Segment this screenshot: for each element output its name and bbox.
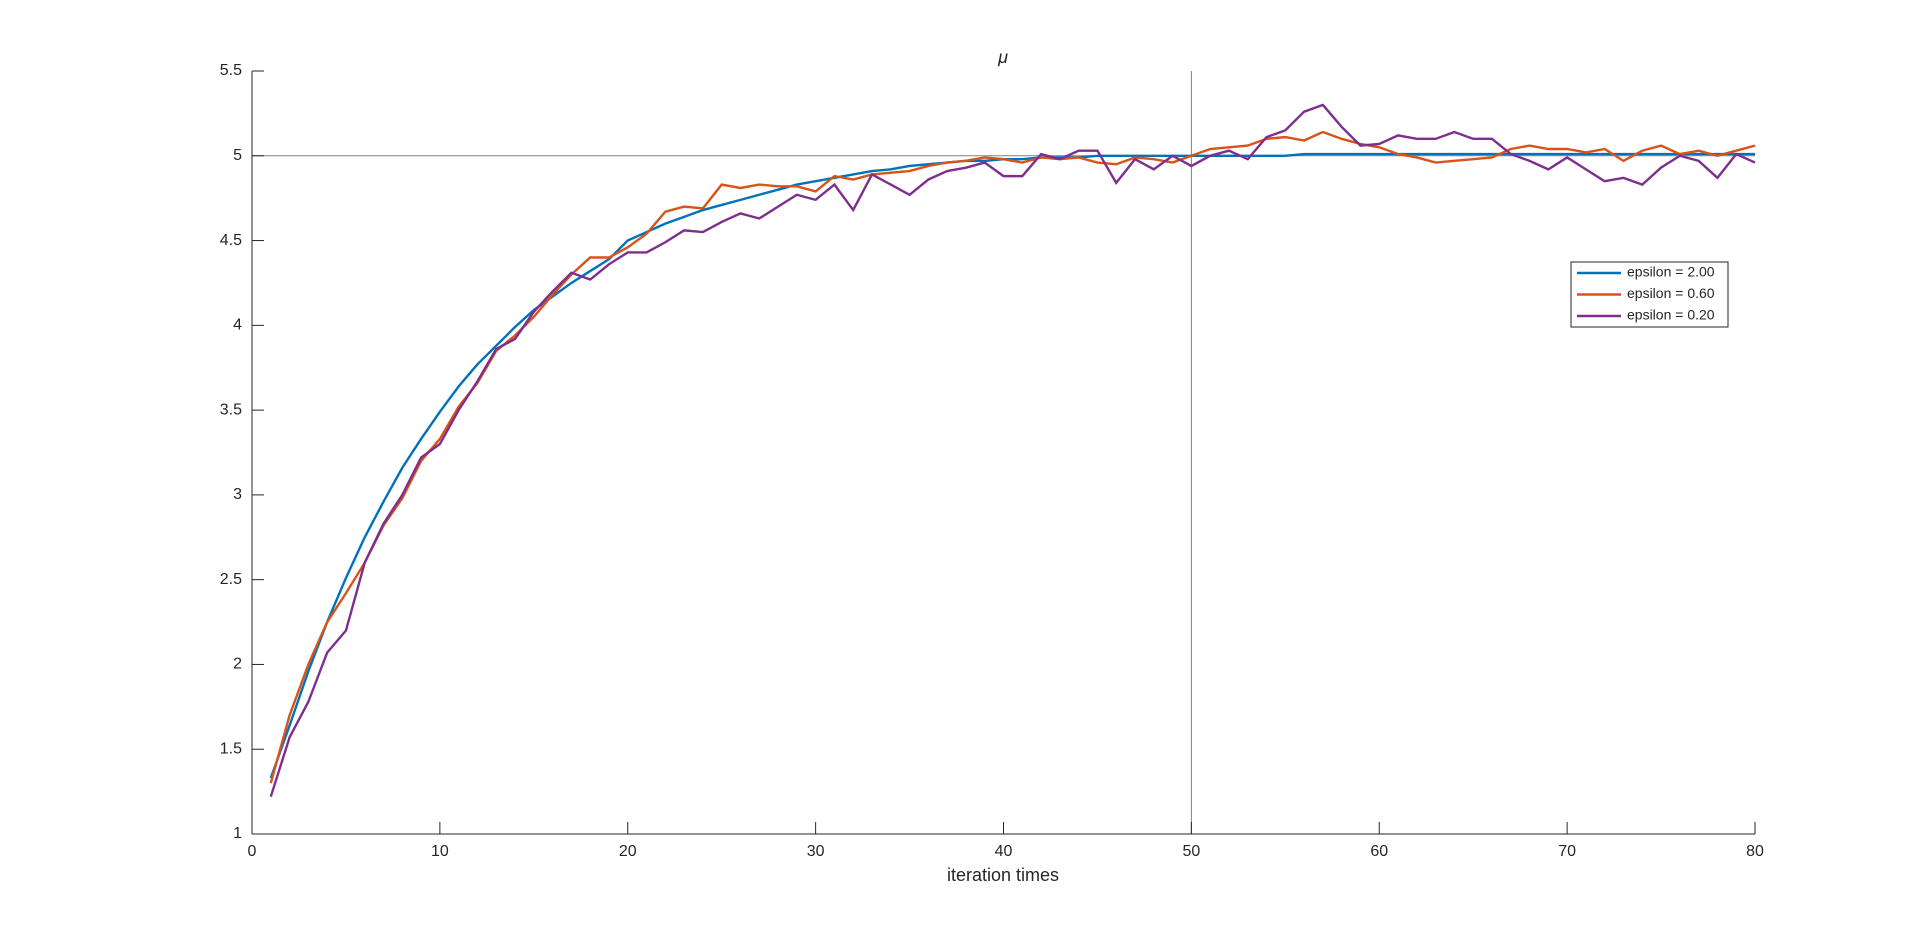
series-line bbox=[269, 103, 1756, 798]
y-tick-label: 3 bbox=[233, 486, 242, 503]
legend-label: epsilon = 2.00 bbox=[1627, 264, 1715, 280]
y-tick-label: 2 bbox=[233, 656, 242, 673]
x-tick-label: 0 bbox=[248, 843, 257, 860]
x-tick-label: 80 bbox=[1746, 843, 1764, 860]
y-tick-label: 2.5 bbox=[220, 571, 242, 588]
x-tick-label: 10 bbox=[431, 843, 449, 860]
y-tick-label: 1.5 bbox=[220, 740, 242, 757]
y-tick-label: 5 bbox=[233, 147, 242, 164]
legend-label: epsilon = 0.60 bbox=[1627, 285, 1715, 301]
y-tick-label: 1 bbox=[233, 825, 242, 842]
x-tick-label: 50 bbox=[1182, 843, 1200, 860]
y-tick-label: 3.5 bbox=[220, 401, 242, 418]
x-tick-label: 30 bbox=[807, 843, 825, 860]
series-line bbox=[269, 152, 1755, 779]
x-tick-label: 20 bbox=[619, 843, 637, 860]
x-tick-label: 70 bbox=[1558, 843, 1576, 860]
y-tick-label: 4 bbox=[233, 317, 242, 334]
x-tick-label: 60 bbox=[1370, 843, 1388, 860]
x-axis-label: iteration times bbox=[947, 865, 1059, 885]
x-tick-label: 40 bbox=[995, 843, 1013, 860]
legend-label: epsilon = 0.20 bbox=[1627, 307, 1715, 323]
y-tick-label: 5.5 bbox=[220, 62, 242, 79]
y-tick-label: 4.5 bbox=[220, 232, 242, 249]
chart-title: μ bbox=[997, 47, 1008, 67]
